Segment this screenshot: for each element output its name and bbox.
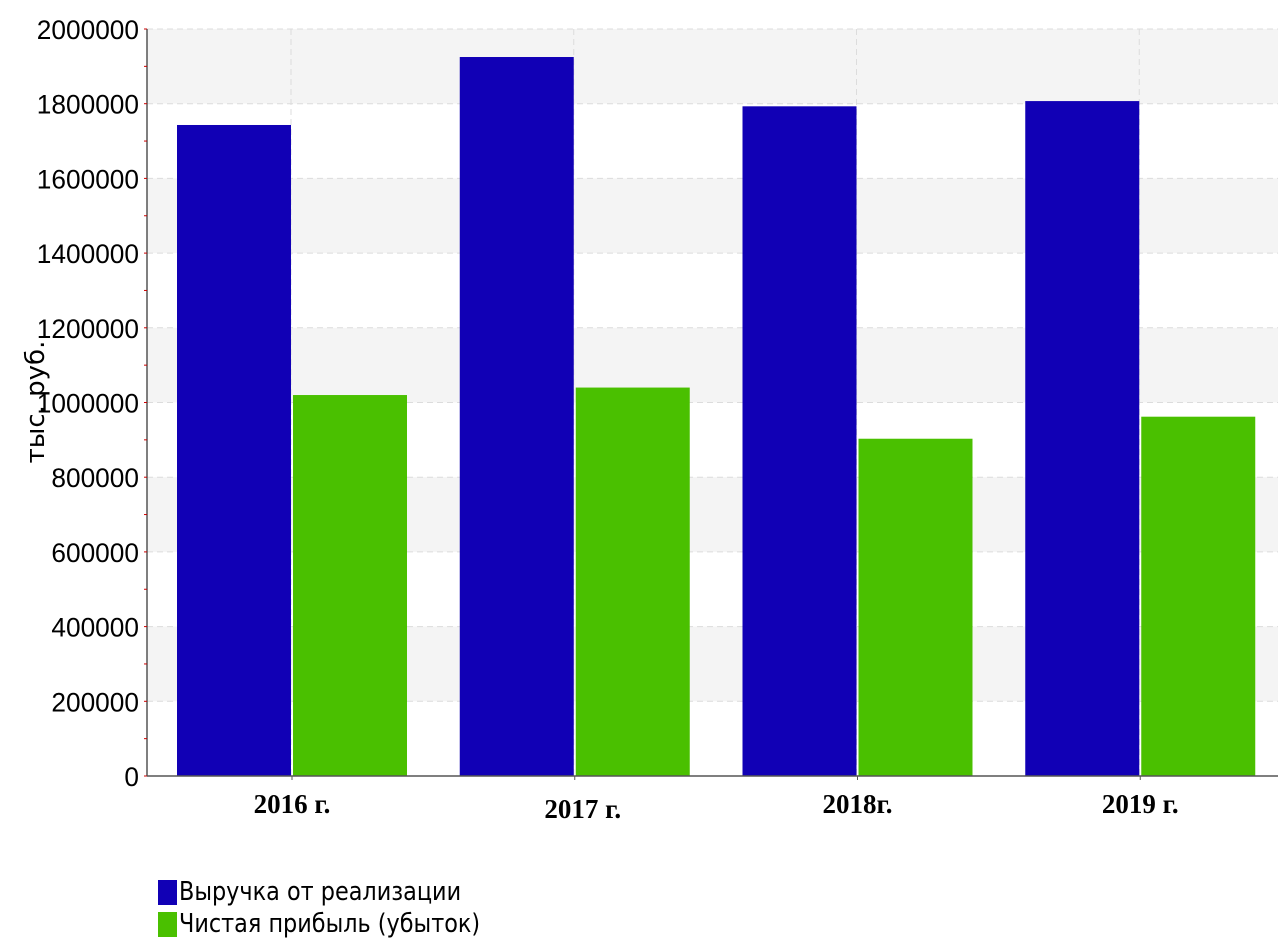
y-tick-label: 2000000 bbox=[37, 15, 139, 45]
background-band bbox=[147, 29, 1278, 104]
x-axis-tick-labels: 2016 г. 2017 г. 2018г. 2019 г. bbox=[254, 789, 1179, 824]
y-tick-label: 1800000 bbox=[37, 90, 139, 120]
bar-revenue-2 bbox=[742, 106, 857, 776]
bar-revenue-3 bbox=[1025, 101, 1140, 776]
legend-swatch-revenue bbox=[158, 879, 177, 905]
y-tick-label: 800000 bbox=[51, 463, 139, 493]
y-tick-label: 0 bbox=[124, 762, 139, 792]
bar-revenue-0 bbox=[177, 124, 291, 776]
y-tick-label: 1200000 bbox=[37, 314, 139, 344]
y-tick-label: 600000 bbox=[51, 538, 139, 568]
bar-net-profit-0 bbox=[293, 395, 407, 776]
legend: Выручка от реализации Чистая прибыль (уб… bbox=[158, 876, 529, 940]
y-tick-label: 1000000 bbox=[37, 389, 139, 419]
x-tick-label: 2018г. bbox=[823, 789, 893, 819]
legend-item-net-profit: Чистая прибыль (убыток) bbox=[158, 908, 529, 940]
bars bbox=[177, 57, 1256, 776]
legend-label-revenue: Выручка от реализации bbox=[179, 877, 462, 907]
bar-chart: 0 200000 400000 600000 800000 1000000 1200000 1… bbox=[21, 15, 1278, 824]
y-tick-label: 1400000 bbox=[37, 239, 139, 269]
y-tick-label: 200000 bbox=[51, 687, 139, 717]
y-tick-label: 1600000 bbox=[37, 164, 139, 194]
bar-net-profit-3 bbox=[1141, 416, 1256, 776]
y-axis-label: тыс. руб. bbox=[21, 341, 51, 464]
y-axis-tick-labels: 0 200000 400000 600000 800000 1000000 1200000 1… bbox=[37, 15, 139, 792]
legend-swatch-net-profit bbox=[158, 911, 177, 937]
y-tick-label: 400000 bbox=[51, 613, 139, 643]
axes bbox=[144, 28, 1278, 780]
bar-net-profit-2 bbox=[858, 438, 973, 776]
legend-item-revenue: Выручка от реализации bbox=[158, 876, 529, 908]
bar-revenue-1 bbox=[459, 57, 574, 776]
legend-label-net-profit: Чистая прибыль (убыток) bbox=[179, 909, 481, 939]
bar-net-profit-1 bbox=[575, 387, 690, 776]
x-tick-label: 2019 г. bbox=[1102, 789, 1179, 819]
x-tick-label: 2017 г. bbox=[544, 794, 621, 824]
x-tick-label: 2016 г. bbox=[254, 789, 331, 819]
